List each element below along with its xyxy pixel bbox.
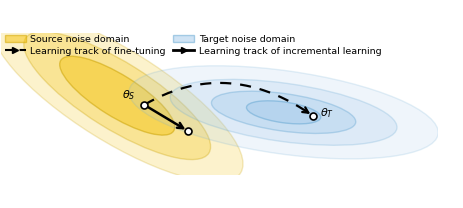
Text: $\theta_S$: $\theta_S$ xyxy=(121,88,135,102)
Ellipse shape xyxy=(170,79,396,145)
Ellipse shape xyxy=(211,91,355,134)
Text: $\theta_T$: $\theta_T$ xyxy=(319,107,333,120)
Ellipse shape xyxy=(246,101,320,124)
Ellipse shape xyxy=(129,66,437,159)
Legend: Source noise domain, Learning track of fine-tuning, Target noise domain, Learnin: Source noise domain, Learning track of f… xyxy=(1,31,384,59)
Ellipse shape xyxy=(24,32,210,160)
Ellipse shape xyxy=(0,9,243,182)
Ellipse shape xyxy=(60,56,175,135)
